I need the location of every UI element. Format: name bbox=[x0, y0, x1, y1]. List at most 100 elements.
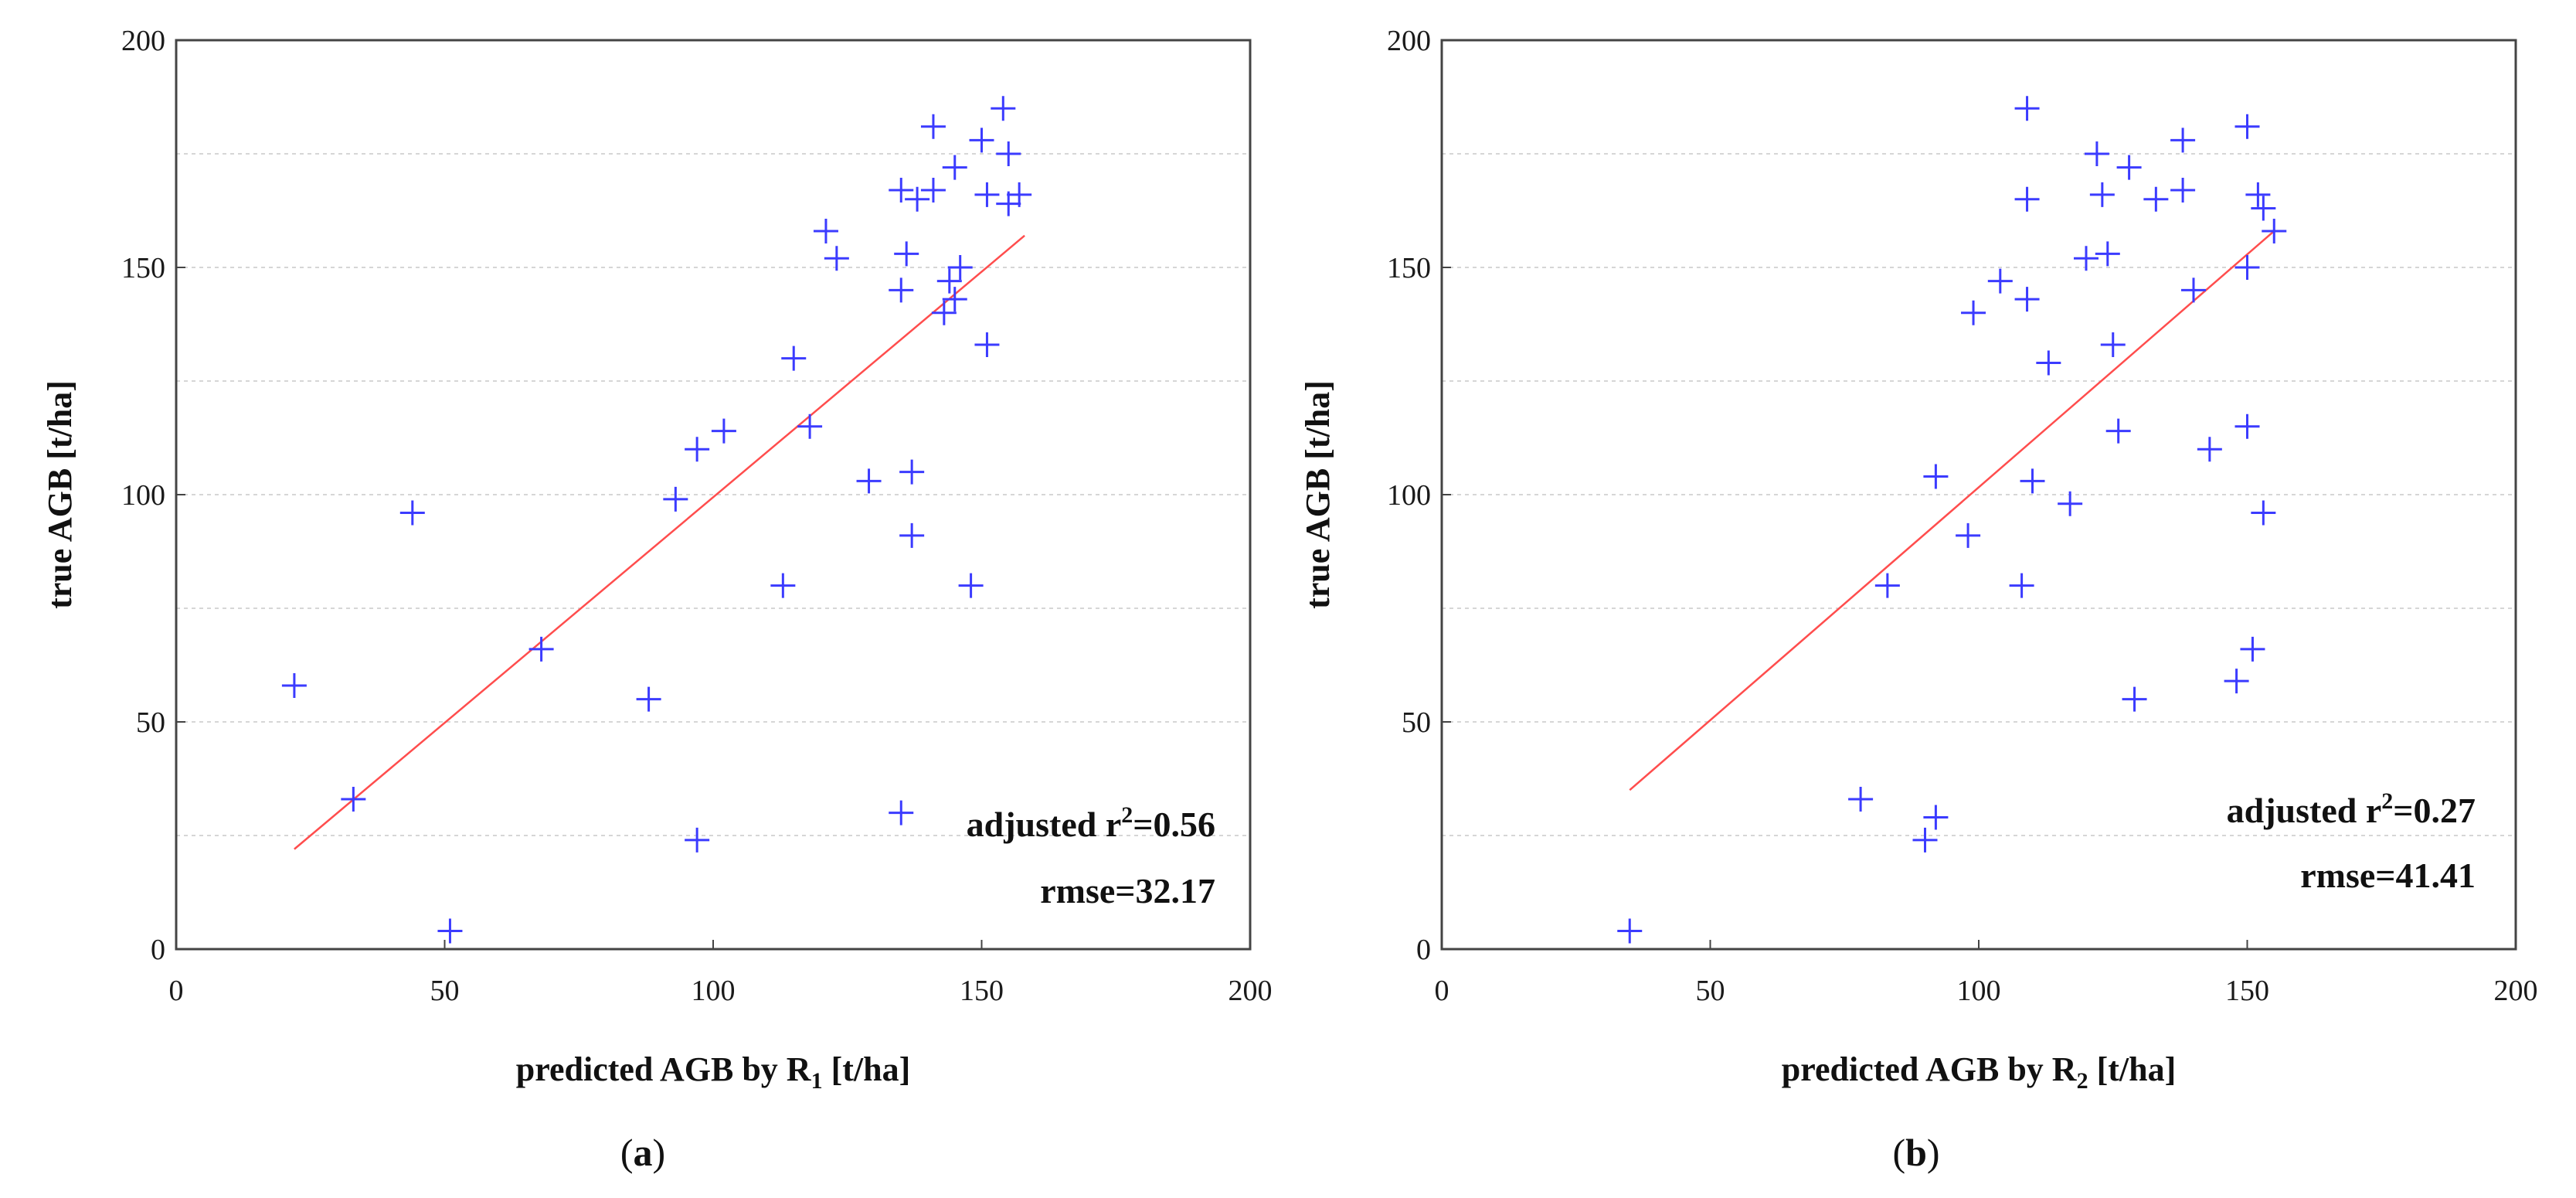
data-point-b bbox=[1912, 827, 1938, 853]
x-tick-label-a: 100 bbox=[692, 975, 736, 1007]
x-tick-label-a: 200 bbox=[1229, 975, 1273, 1007]
data-point-a bbox=[437, 918, 463, 944]
data-point-a bbox=[685, 437, 710, 462]
y-tick-label-b: 50 bbox=[1402, 706, 1431, 739]
data-point-a bbox=[889, 800, 914, 825]
data-point-a bbox=[1007, 182, 1032, 207]
x-tick-label-a: 150 bbox=[960, 975, 1004, 1007]
data-point-a bbox=[797, 414, 823, 439]
data-point-a bbox=[920, 114, 946, 139]
x-tick-label-a: 50 bbox=[430, 975, 460, 1007]
data-point-b bbox=[1956, 522, 1981, 548]
x-ticks-a: 0 50 100 150 200 bbox=[169, 940, 1273, 1007]
data-point-a bbox=[942, 155, 967, 180]
fit-line-b bbox=[1629, 230, 2275, 791]
x-axis-label-a: predicted AGB by R1 [t/ha] bbox=[516, 1050, 910, 1094]
data-point-a bbox=[942, 287, 967, 312]
x-ticks-b: 0 50 100 150 200 bbox=[1435, 940, 2538, 1007]
data-point-a bbox=[399, 500, 425, 526]
points-a bbox=[281, 96, 1032, 944]
panel-label-b: (b) bbox=[1892, 1131, 1939, 1174]
y-axis-label-b: true AGB [t/ha] bbox=[1299, 380, 1337, 609]
rmse-b: rmse=41.41 bbox=[2300, 856, 2476, 895]
data-point-a bbox=[711, 418, 736, 444]
x-tick-label-b: 200 bbox=[2494, 975, 2538, 1007]
data-point-b bbox=[2089, 182, 2115, 207]
data-point-a bbox=[974, 332, 1000, 357]
data-point-a bbox=[894, 241, 919, 267]
x-tick-label-b: 0 bbox=[1435, 975, 1449, 1007]
data-point-b bbox=[2234, 114, 2260, 139]
data-point-b bbox=[2014, 186, 2040, 212]
data-point-b bbox=[2095, 241, 2120, 267]
data-point-b bbox=[1874, 573, 1900, 598]
data-point-a bbox=[958, 573, 984, 598]
x-tick-label-a: 0 bbox=[169, 975, 184, 1007]
y-ticks-a: 0 50 100 150 200 bbox=[121, 25, 185, 966]
grid-lines-b bbox=[1442, 153, 2516, 836]
fit-line-a bbox=[294, 234, 1025, 850]
data-point-a bbox=[905, 186, 930, 212]
data-point-a bbox=[636, 686, 661, 712]
data-point-b bbox=[2009, 573, 2034, 598]
data-point-b bbox=[2262, 218, 2287, 243]
data-point-a bbox=[936, 268, 962, 294]
data-point-b bbox=[2245, 182, 2271, 207]
data-point-a bbox=[996, 141, 1021, 166]
data-point-a bbox=[991, 96, 1016, 121]
data-point-b bbox=[1923, 464, 1949, 489]
data-point-a bbox=[685, 827, 710, 853]
data-point-b bbox=[2036, 350, 2061, 376]
data-point-b bbox=[1923, 805, 1949, 830]
data-point-b bbox=[2251, 500, 2276, 526]
data-point-a bbox=[899, 522, 925, 548]
data-point-b bbox=[2014, 287, 2040, 312]
data-point-b bbox=[2143, 186, 2169, 212]
data-point-b bbox=[2020, 468, 2045, 494]
data-point-a bbox=[889, 178, 914, 203]
adjusted-r2-a: adjusted r2=0.56 bbox=[967, 802, 1215, 844]
data-point-a bbox=[813, 218, 838, 243]
data-point-b bbox=[2084, 141, 2109, 166]
data-point-a bbox=[770, 573, 796, 598]
data-point-b bbox=[2170, 128, 2196, 153]
rmse-a: rmse=32.17 bbox=[1040, 871, 1215, 910]
data-point-a bbox=[974, 182, 1000, 207]
y-tick-label-b: 0 bbox=[1416, 934, 1431, 966]
data-point-a bbox=[824, 246, 849, 271]
y-tick-label-b: 200 bbox=[1387, 25, 1431, 57]
data-point-b bbox=[2197, 437, 2222, 462]
data-point-a bbox=[889, 277, 914, 303]
x-axis-label-b: predicted AGB by R2 [t/ha] bbox=[1782, 1050, 2176, 1094]
data-point-a bbox=[947, 255, 973, 280]
data-point-b bbox=[2234, 255, 2260, 280]
data-point-b bbox=[2170, 178, 2196, 203]
data-point-a bbox=[920, 178, 946, 203]
data-point-a bbox=[281, 672, 307, 698]
data-point-b bbox=[1961, 300, 1986, 325]
data-point-b bbox=[2224, 669, 2249, 694]
data-point-b bbox=[2251, 196, 2276, 221]
y-tick-label-b: 100 bbox=[1387, 479, 1431, 512]
y-tick-label-b: 150 bbox=[1387, 252, 1431, 284]
y-axis-label-a: true AGB [t/ha] bbox=[41, 380, 79, 609]
y-tick-label-a: 200 bbox=[121, 25, 165, 57]
points-b bbox=[1617, 96, 2287, 944]
y-tick-label-a: 150 bbox=[121, 252, 165, 284]
data-point-a bbox=[781, 345, 807, 371]
data-point-a bbox=[856, 468, 882, 494]
y-tick-label-a: 100 bbox=[121, 479, 165, 512]
data-point-b bbox=[2240, 636, 2265, 662]
panel-b: 0 50 100 150 200 0 50 100 150 200 adjusted r2=0.… bbox=[1299, 25, 2538, 1174]
x-tick-label-b: 150 bbox=[2225, 975, 2269, 1007]
data-point-b bbox=[2100, 332, 2126, 357]
x-tick-label-b: 100 bbox=[1957, 975, 2001, 1007]
y-tick-label-a: 0 bbox=[151, 934, 165, 966]
y-ticks-b: 0 50 100 150 200 bbox=[1387, 25, 1451, 966]
data-point-a bbox=[663, 486, 688, 512]
data-point-b bbox=[2074, 246, 2099, 271]
data-point-b bbox=[2234, 414, 2260, 439]
data-point-b bbox=[2122, 686, 2147, 712]
data-point-b bbox=[1617, 918, 1643, 944]
